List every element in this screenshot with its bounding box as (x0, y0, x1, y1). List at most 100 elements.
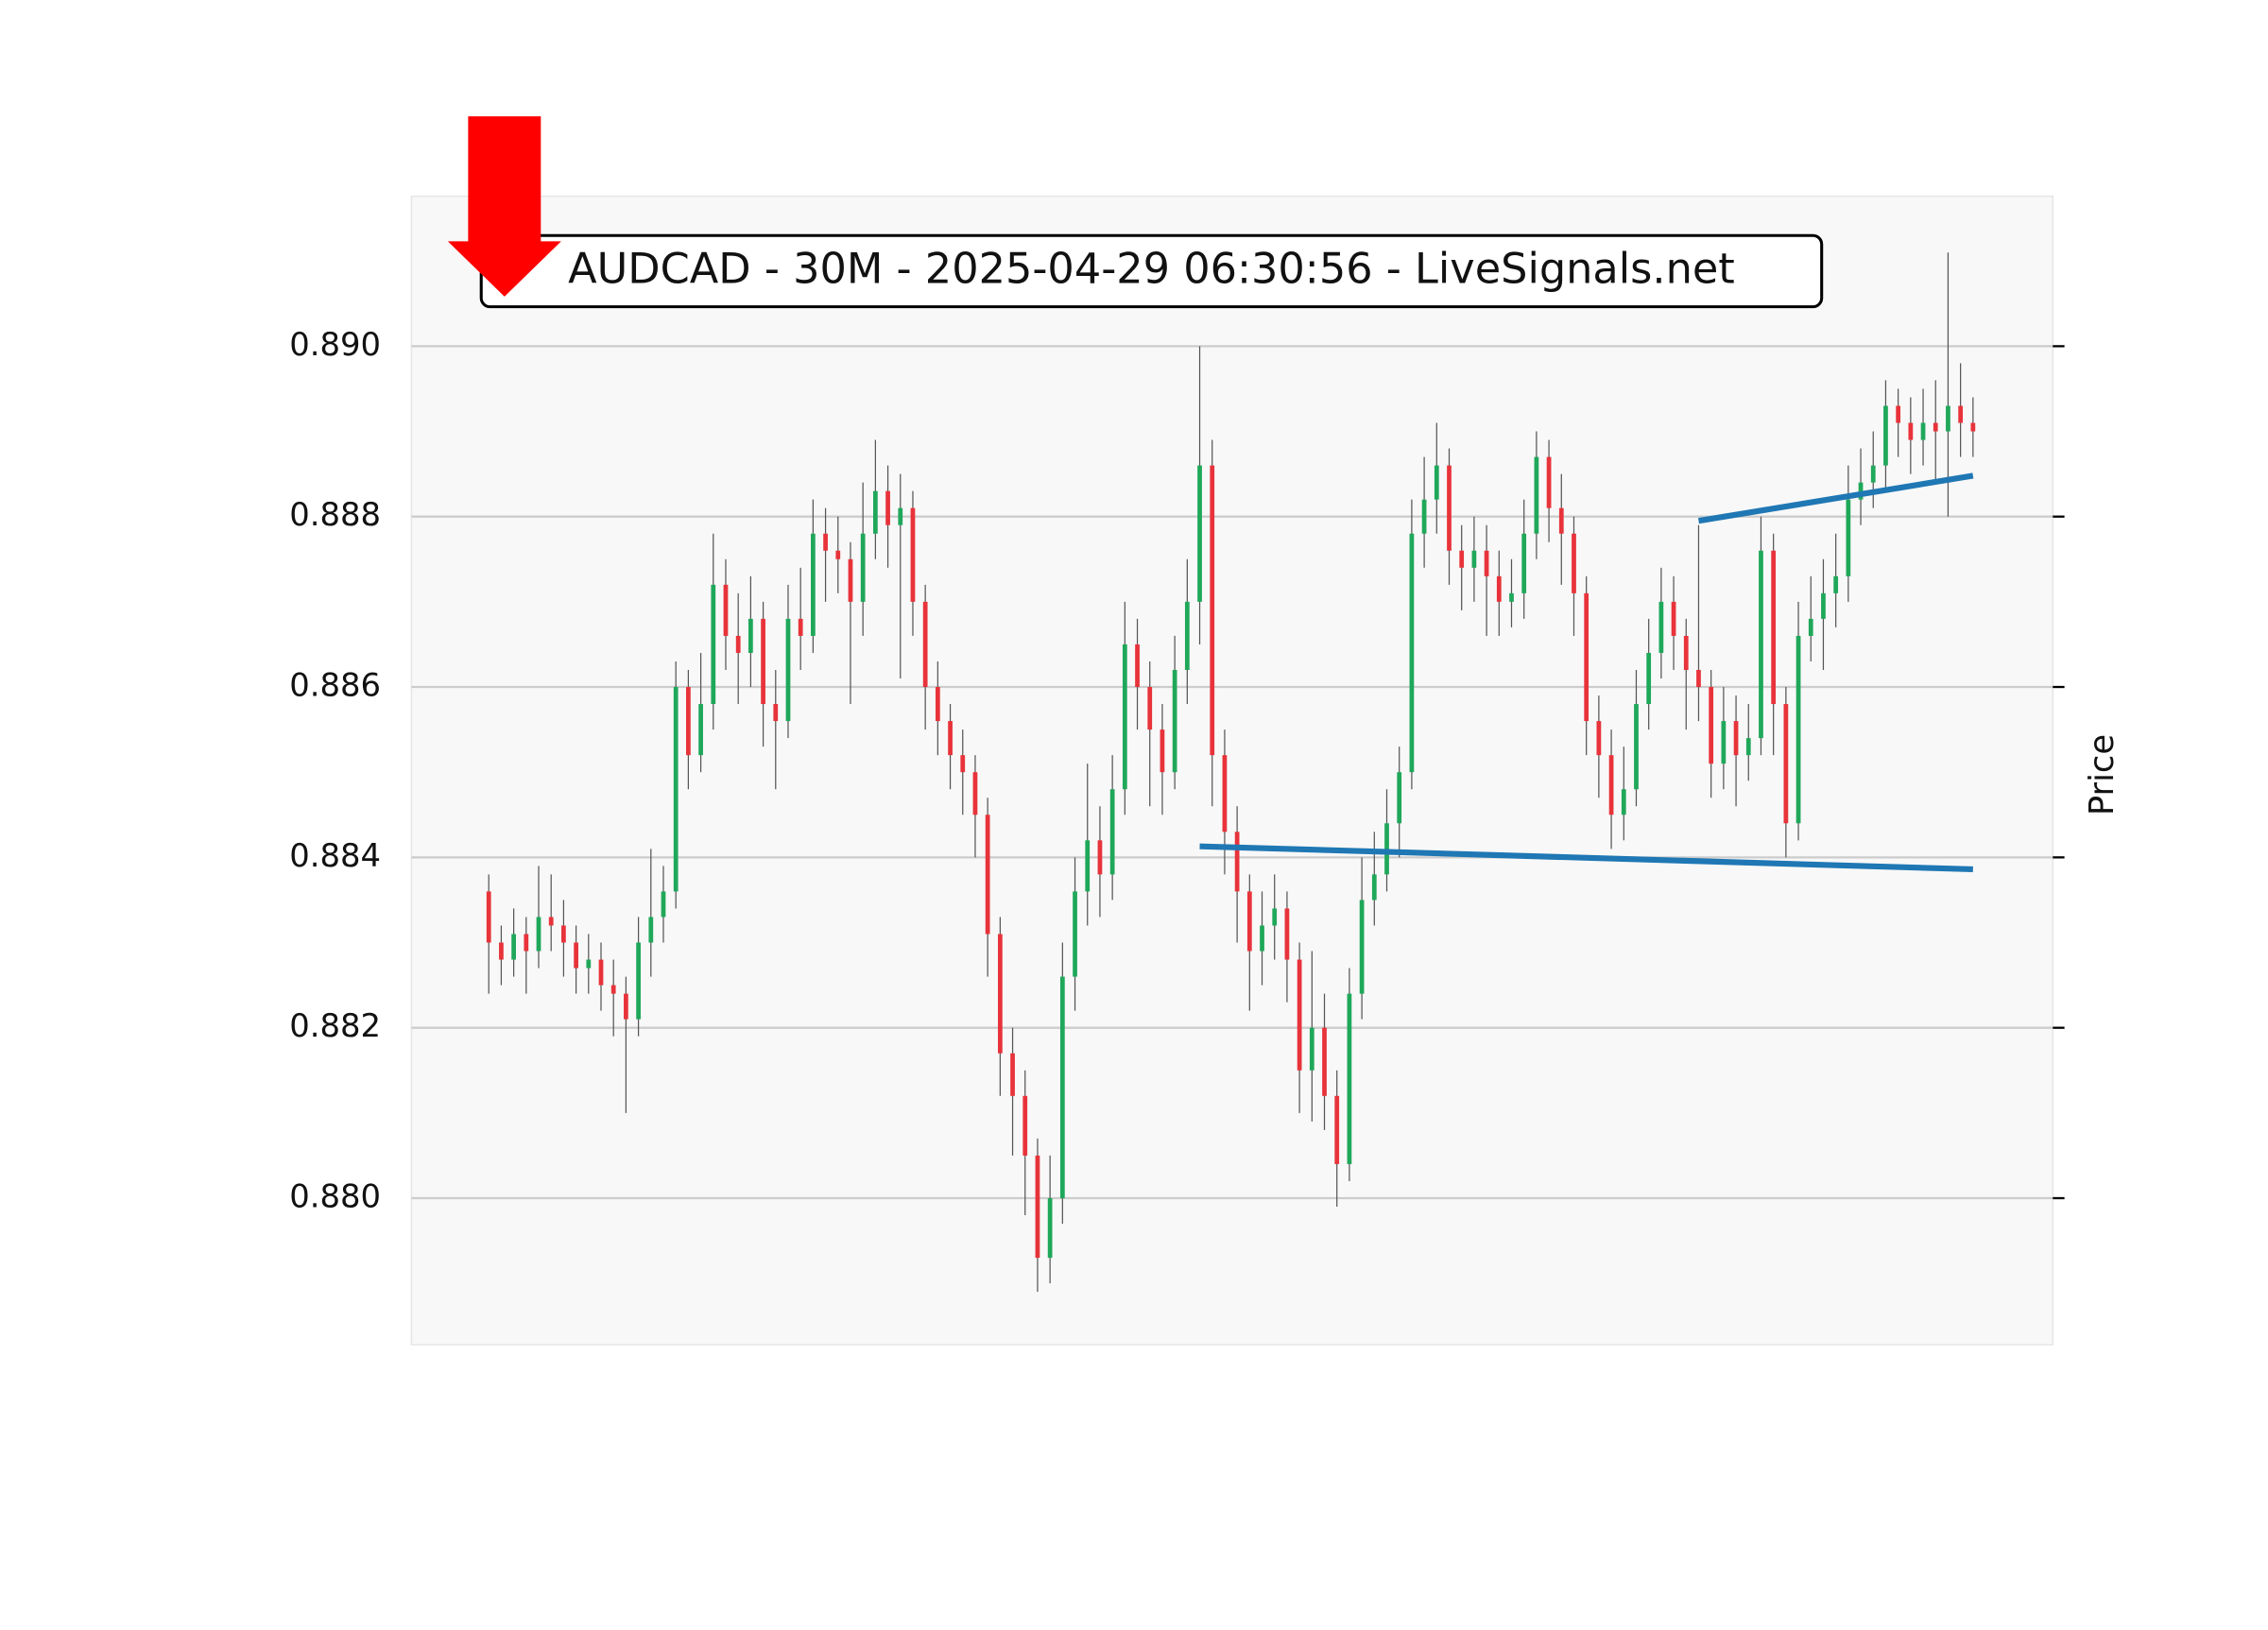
candle-body (1683, 635, 1689, 670)
candle-body (686, 687, 691, 756)
candle-body (1846, 499, 1851, 576)
candle-body (761, 618, 765, 705)
candle-body (1246, 891, 1252, 952)
candle-body (1671, 601, 1676, 636)
candles (486, 252, 1976, 1293)
candle-body (1010, 1053, 1015, 1096)
candle-body (1546, 456, 1552, 508)
candle-body (1371, 874, 1377, 901)
candle-body (524, 934, 529, 952)
candle-body (1309, 1027, 1314, 1071)
candle-body (723, 584, 729, 636)
candle-body (1896, 405, 1901, 423)
candle-body (624, 993, 628, 1020)
candle-body (1584, 592, 1589, 722)
candle-body (1073, 891, 1077, 977)
candle-body (1359, 900, 1365, 994)
y-tick-label: 0.888 (289, 496, 381, 533)
candle-body (1434, 465, 1439, 500)
candle-body (1035, 1155, 1040, 1259)
candle-body (610, 985, 616, 994)
trendline (1199, 843, 1973, 873)
candle-body (960, 755, 966, 773)
candle-body (1521, 533, 1527, 593)
candle-body (1821, 592, 1826, 619)
candle-body (673, 687, 679, 892)
candle-body (1347, 993, 1352, 1164)
candle-body (511, 934, 516, 960)
candle-body (586, 959, 592, 969)
candle-body (823, 533, 828, 551)
candle-body (536, 917, 541, 952)
candle-body (1883, 405, 1888, 466)
candle-body (1184, 601, 1190, 670)
candle-body (574, 942, 578, 969)
candle-body (922, 601, 928, 688)
candle-body (872, 490, 878, 534)
candle-body (885, 490, 890, 525)
candle-body (1272, 908, 1278, 926)
candle-body (1621, 789, 1626, 815)
trendline (1697, 472, 1974, 524)
candle-body (835, 550, 841, 559)
candle-body (1284, 908, 1290, 960)
candle-body (1260, 925, 1264, 952)
candle-body (548, 917, 554, 926)
candle-body (1172, 669, 1177, 773)
candle-body (1496, 575, 1502, 602)
candle-body (1484, 550, 1489, 576)
candle-body (1946, 405, 1950, 432)
candle-body (1534, 456, 1539, 534)
signal-arrow (447, 116, 561, 297)
candle-body (1509, 592, 1514, 602)
candle-body (898, 507, 903, 525)
candle-body (985, 815, 990, 935)
candle-body (1147, 687, 1153, 730)
candle-body (1160, 729, 1165, 773)
candle-body (1421, 499, 1427, 534)
candle-body (1696, 669, 1701, 688)
candle-body (1721, 721, 1727, 764)
candle-body (1384, 823, 1389, 875)
candle-body (948, 721, 953, 756)
candle-body (910, 507, 916, 602)
candle-body (661, 891, 666, 918)
candle-body (598, 959, 604, 986)
candle-body (1558, 507, 1564, 534)
candle-body (1572, 533, 1576, 593)
y-tick-label: 0.890 (289, 326, 381, 363)
candle-body (785, 618, 791, 722)
candle-body (1908, 422, 1914, 440)
candle-body (1783, 704, 1789, 824)
candle-body (1297, 959, 1302, 1071)
candle-body (1222, 755, 1228, 832)
candle-body (1471, 550, 1477, 568)
candle-body (1135, 643, 1140, 688)
candle-body (1709, 687, 1714, 764)
candle-body (1759, 550, 1763, 739)
candle-body (1733, 721, 1739, 756)
trendlines (1199, 472, 1974, 873)
candle-body (1771, 550, 1777, 705)
candle-body (486, 891, 491, 943)
chart-title: AUDCAD - 30M - 2025-04-29 06:30:56 - Liv… (568, 245, 1735, 294)
candle-body (811, 533, 816, 636)
candle-body (1958, 405, 1964, 423)
candle-body (1608, 755, 1614, 815)
candle-body (1833, 575, 1839, 593)
candle-body (1334, 1095, 1340, 1164)
candle-body (1970, 422, 1976, 432)
y-tick-label: 0.880 (289, 1177, 381, 1214)
candle-body (1210, 465, 1215, 756)
candle-body (711, 584, 716, 705)
candle-body (1920, 422, 1926, 440)
axis: 0.880 0.882 0.884 0.886 0.888 0.890 (289, 326, 2065, 1214)
grid (411, 345, 2053, 1200)
candle-body (561, 925, 566, 943)
candle-body (1808, 618, 1813, 636)
candle-body (972, 772, 978, 815)
candle-body (798, 618, 803, 636)
y-tick-label: 0.882 (289, 1007, 381, 1044)
candle-body (1397, 772, 1402, 824)
